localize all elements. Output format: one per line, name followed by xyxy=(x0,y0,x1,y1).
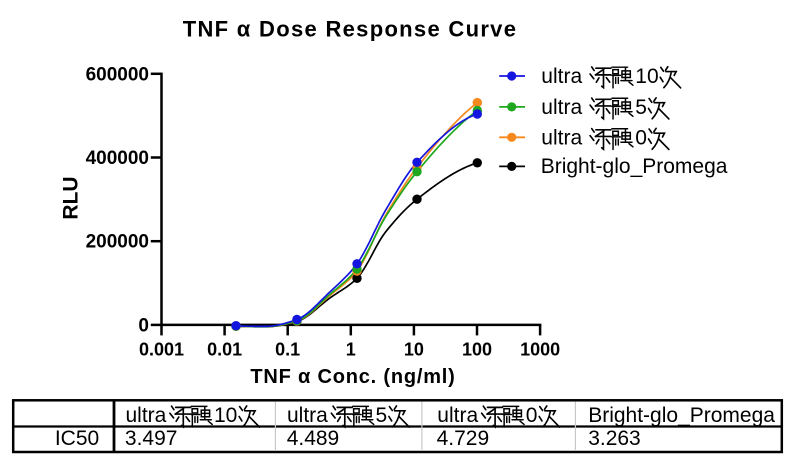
svg-text:1: 1 xyxy=(346,340,356,360)
svg-text:TNF α Dose Response Curve: TNF α Dose Response Curve xyxy=(183,17,518,42)
svg-text:10: 10 xyxy=(214,404,237,427)
svg-text:TNF α Conc. (ng/ml): TNF α Conc. (ng/ml) xyxy=(250,366,455,388)
svg-text:5: 5 xyxy=(376,404,388,427)
svg-text:5: 5 xyxy=(635,96,647,119)
svg-text:1000: 1000 xyxy=(520,340,560,360)
svg-text:ultra: ultra xyxy=(126,404,167,427)
svg-text:3.263: 3.263 xyxy=(588,427,641,450)
svg-text:10: 10 xyxy=(635,65,658,88)
svg-text:ultra: ultra xyxy=(437,404,478,427)
svg-text:600000: 600000 xyxy=(86,64,149,85)
svg-text:ultra: ultra xyxy=(541,65,582,88)
svg-text:0: 0 xyxy=(635,126,647,149)
svg-text:RLU: RLU xyxy=(59,176,82,219)
svg-text:0: 0 xyxy=(526,404,538,427)
svg-text:10: 10 xyxy=(404,340,424,360)
svg-text:ultra: ultra xyxy=(541,96,582,119)
svg-text:ultra: ultra xyxy=(287,404,328,427)
svg-text:100: 100 xyxy=(462,340,492,360)
svg-text:IC50: IC50 xyxy=(55,427,99,450)
svg-text:Bright-glo_Promega: Bright-glo_Promega xyxy=(541,155,728,178)
svg-text:ultra: ultra xyxy=(541,126,582,149)
svg-text:0.001: 0.001 xyxy=(139,340,184,360)
svg-text:0: 0 xyxy=(138,315,149,336)
svg-text:Bright-glo_Promega: Bright-glo_Promega xyxy=(588,404,775,427)
svg-text:400000: 400000 xyxy=(86,148,149,169)
svg-text:200000: 200000 xyxy=(86,232,149,253)
svg-text:3.497: 3.497 xyxy=(125,427,178,450)
svg-text:0.01: 0.01 xyxy=(207,340,242,360)
svg-text:0.1: 0.1 xyxy=(275,340,300,360)
svg-text:4.489: 4.489 xyxy=(287,427,340,450)
svg-text:4.729: 4.729 xyxy=(437,427,490,450)
